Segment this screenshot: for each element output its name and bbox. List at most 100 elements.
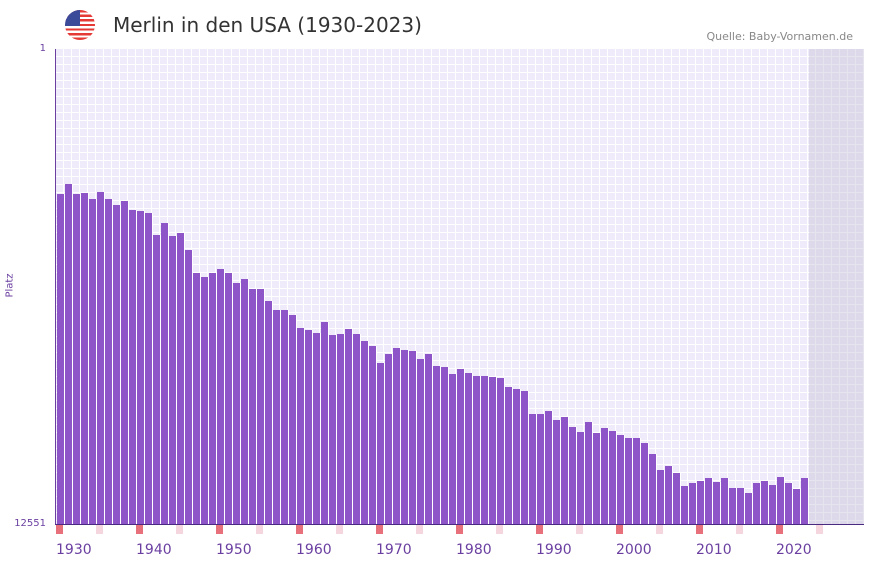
bar-1952	[233, 282, 241, 524]
bar-1950	[217, 269, 225, 524]
bar-1986	[505, 386, 513, 524]
bar-1977	[433, 365, 441, 524]
bar-1945	[177, 232, 185, 524]
x-tick-label: 2020	[776, 542, 812, 558]
bar-2023	[801, 478, 809, 524]
bar-1965	[337, 334, 345, 524]
bar-2004	[649, 454, 657, 524]
bar-1939	[129, 210, 137, 524]
x-tick-label: 1940	[136, 542, 172, 558]
y-axis-label: Platz	[4, 273, 16, 298]
bar-2021	[785, 483, 793, 524]
bar-1968	[361, 341, 369, 524]
bar-1969	[369, 345, 377, 524]
bar-1976	[425, 353, 433, 524]
bar-1956	[265, 300, 273, 524]
decade-marker	[136, 525, 143, 534]
bar-2013	[721, 478, 729, 524]
x-tick-label: 1950	[216, 542, 252, 558]
bar-1978	[441, 367, 449, 524]
decade-marker	[536, 525, 543, 534]
bar-1984	[489, 376, 497, 524]
bar-2001	[625, 438, 633, 524]
bar-1957	[273, 310, 281, 524]
half-decade-marker	[496, 525, 503, 534]
decade-marker	[776, 525, 783, 534]
half-decade-marker	[416, 525, 423, 534]
bar-1964	[329, 334, 337, 524]
bar-1933	[81, 193, 89, 524]
bar-1975	[417, 358, 425, 524]
plot-area	[55, 49, 864, 525]
bar-2012	[713, 481, 721, 524]
x-tick-label: 1930	[56, 542, 92, 558]
half-decade-marker	[256, 525, 263, 534]
bar-1936	[105, 198, 113, 524]
bar-2016	[745, 493, 753, 524]
bar-2017	[753, 483, 761, 524]
bar-1958	[281, 310, 289, 524]
bar-1941	[145, 212, 153, 524]
bar-2014	[729, 488, 737, 524]
decade-marker	[616, 525, 623, 534]
bar-1940	[137, 210, 145, 524]
bar-1943	[161, 222, 169, 524]
bar-1966	[345, 329, 353, 524]
half-decade-marker	[736, 525, 743, 534]
decade-marker	[456, 525, 463, 534]
half-decade-marker	[176, 525, 183, 534]
bar-1937	[113, 205, 121, 524]
future-years-shade	[809, 49, 864, 524]
bar-1960	[297, 327, 305, 524]
half-decade-marker	[816, 525, 823, 534]
bar-1972	[393, 348, 401, 524]
bar-1982	[473, 376, 481, 524]
bar-2019	[769, 485, 777, 524]
bar-1999	[609, 431, 617, 524]
bar-1949	[209, 272, 217, 524]
bar-2000	[617, 435, 625, 524]
bar-1951	[225, 272, 233, 524]
bar-1959	[289, 315, 297, 524]
decade-marker	[216, 525, 223, 534]
bar-1938	[121, 201, 129, 524]
bar-2022	[793, 488, 801, 524]
bar-1995	[577, 431, 585, 524]
bar-2015	[737, 488, 745, 524]
bar-1992	[553, 419, 561, 524]
bar-2003	[641, 443, 649, 524]
bar-1955	[257, 288, 265, 524]
bar-1989	[529, 414, 537, 524]
bar-1931	[65, 184, 73, 524]
x-tick-label: 1970	[376, 542, 412, 558]
bar-1974	[409, 350, 417, 524]
bar-1970	[377, 362, 385, 524]
bar-2008	[681, 486, 689, 524]
bar-1994	[569, 426, 577, 524]
bar-1948	[201, 277, 209, 524]
bar-1996	[585, 421, 593, 524]
half-decade-marker	[576, 525, 583, 534]
half-decade-marker	[336, 525, 343, 534]
bar-1946	[185, 250, 193, 524]
half-decade-marker	[656, 525, 663, 534]
bar-1993	[561, 417, 569, 524]
bar-1990	[537, 414, 545, 524]
bar-1953	[241, 279, 249, 524]
decade-marker	[376, 525, 383, 534]
bar-2018	[761, 481, 769, 524]
bar-1962	[313, 333, 321, 524]
bar-1935	[97, 191, 105, 524]
chart-title: Merlin in den USA (1930-2023)	[113, 13, 422, 37]
bar-2011	[705, 478, 713, 524]
bar-2005	[657, 469, 665, 524]
half-decade-marker	[96, 525, 103, 534]
bar-1947	[193, 272, 201, 524]
x-tick-label: 1990	[536, 542, 572, 558]
x-tick-label: 2010	[696, 542, 732, 558]
bar-2010	[697, 481, 705, 524]
bar-1973	[401, 350, 409, 524]
decade-marker	[696, 525, 703, 534]
bar-1944	[169, 236, 177, 524]
bar-1930	[57, 193, 65, 524]
